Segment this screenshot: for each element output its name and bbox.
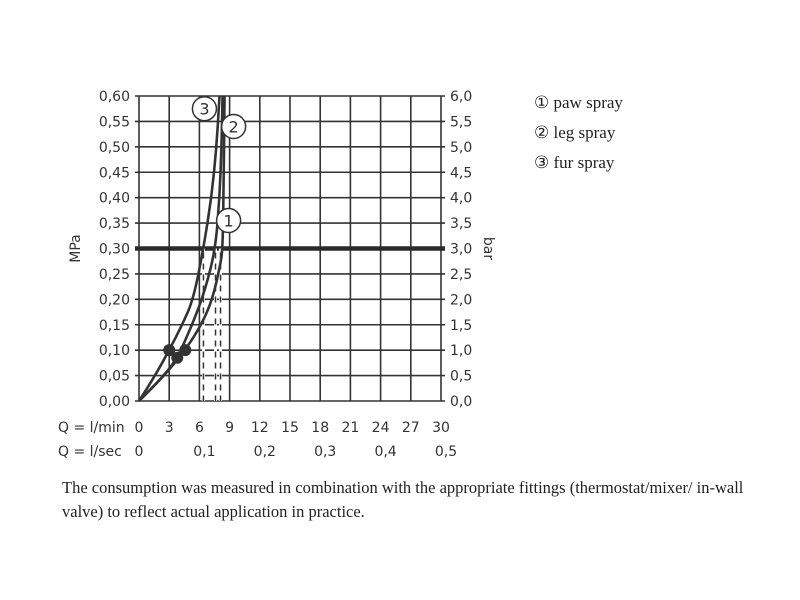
series-marker-circle xyxy=(215,207,242,234)
x-tick-label-lmin: 0 xyxy=(135,420,144,436)
y-axis-label-right: bar xyxy=(480,237,496,260)
series-marker-circle xyxy=(220,113,247,140)
x-tick-label-lmin: 30 xyxy=(432,420,450,436)
legend-label: fur spray xyxy=(553,153,615,172)
x-tick-label-lmin: 24 xyxy=(372,420,390,436)
y-tick-label-right: 3,0 xyxy=(450,242,472,258)
x-tick-label-lsec: 0,2 xyxy=(254,444,276,460)
y-tick-label-right: 6,0 xyxy=(450,89,472,105)
y-tick-label-left: 0,35 xyxy=(99,216,130,232)
y-tick-label-left: 0,60 xyxy=(99,89,130,105)
x-tick-label-lmin: 27 xyxy=(402,420,420,436)
legend: ① paw spray ② leg spray ③ fur spray xyxy=(534,93,623,183)
y-tick-label-right: 1,5 xyxy=(450,318,472,334)
x-tick-label-lmin: 6 xyxy=(195,420,204,436)
series-marker-label: 1 xyxy=(223,212,233,231)
legend-item-3: ③ fur spray xyxy=(534,153,623,183)
y-tick-label-right: 0,0 xyxy=(450,394,472,410)
y-tick-label-left: 0,00 xyxy=(99,394,130,410)
x-axis-label-lsec: Q = l/sec xyxy=(58,444,122,460)
legend-symbol: ① xyxy=(534,93,550,112)
y-axis-label-left: MPa xyxy=(68,234,84,262)
x-tick-label-lmin: 3 xyxy=(165,420,174,436)
y-tick-label-left: 0,10 xyxy=(99,343,130,359)
y-tick-label-left: 0,25 xyxy=(99,267,130,283)
legend-item-1: ① paw spray xyxy=(534,93,623,123)
x-tick-label-lmin: 21 xyxy=(341,420,359,436)
x-tick-label-lsec: 0,3 xyxy=(314,444,336,460)
legend-label: leg spray xyxy=(553,123,616,142)
y-tick-label-left: 0,05 xyxy=(99,369,130,385)
legend-item-2: ② leg spray xyxy=(534,123,623,153)
y-tick-label-right: 4,5 xyxy=(450,165,472,181)
y-tick-label-left: 0,55 xyxy=(99,114,130,130)
y-tick-label-left: 0,45 xyxy=(99,165,130,181)
y-tick-label-right: 5,5 xyxy=(450,114,472,130)
x-axis-label-lmin: Q = l/min xyxy=(58,420,125,436)
y-tick-label-left: 0,40 xyxy=(99,191,130,207)
caption: The consumption was measured in combinat… xyxy=(62,478,744,521)
y-tick-label-left: 0,20 xyxy=(99,292,130,308)
y-tick-label-right: 4,0 xyxy=(450,191,472,207)
series-marker-label: 2 xyxy=(229,118,239,137)
y-tick-label-right: 0,5 xyxy=(450,369,472,385)
y-tick-label-right: 5,0 xyxy=(450,140,472,156)
y-tick-label-left: 0,50 xyxy=(99,140,130,156)
x-tick-label-lmin: 15 xyxy=(281,420,299,436)
x-tick-label-lsec: 0,4 xyxy=(374,444,396,460)
x-tick-label-lmin: 12 xyxy=(251,420,269,436)
series-marker-circle xyxy=(191,95,218,122)
x-tick-label-lmin: 9 xyxy=(225,420,234,436)
legend-label: paw spray xyxy=(553,93,623,112)
y-tick-label-left: 0,30 xyxy=(99,242,130,258)
x-tick-label-lsec: 0,1 xyxy=(193,444,215,460)
x-tick-label-lsec: 0,5 xyxy=(435,444,457,460)
series-line-2 xyxy=(138,95,224,402)
legend-symbol: ③ xyxy=(534,153,550,172)
x-tick-label-lmin: 18 xyxy=(311,420,329,436)
series-point-3 xyxy=(163,344,176,357)
legend-symbol: ② xyxy=(534,123,550,142)
x-tick-label-lsec: 0 xyxy=(135,444,144,460)
series-marker-label: 3 xyxy=(199,100,209,119)
series-line-3 xyxy=(137,95,221,402)
y-tick-label-right: 3,5 xyxy=(450,216,472,232)
series-point-2 xyxy=(171,351,184,364)
y-tick-label-right: 2,5 xyxy=(450,267,472,283)
y-tick-label-right: 1,0 xyxy=(450,343,472,359)
y-tick-label-left: 0,15 xyxy=(99,318,130,334)
y-tick-label-right: 2,0 xyxy=(450,292,472,308)
